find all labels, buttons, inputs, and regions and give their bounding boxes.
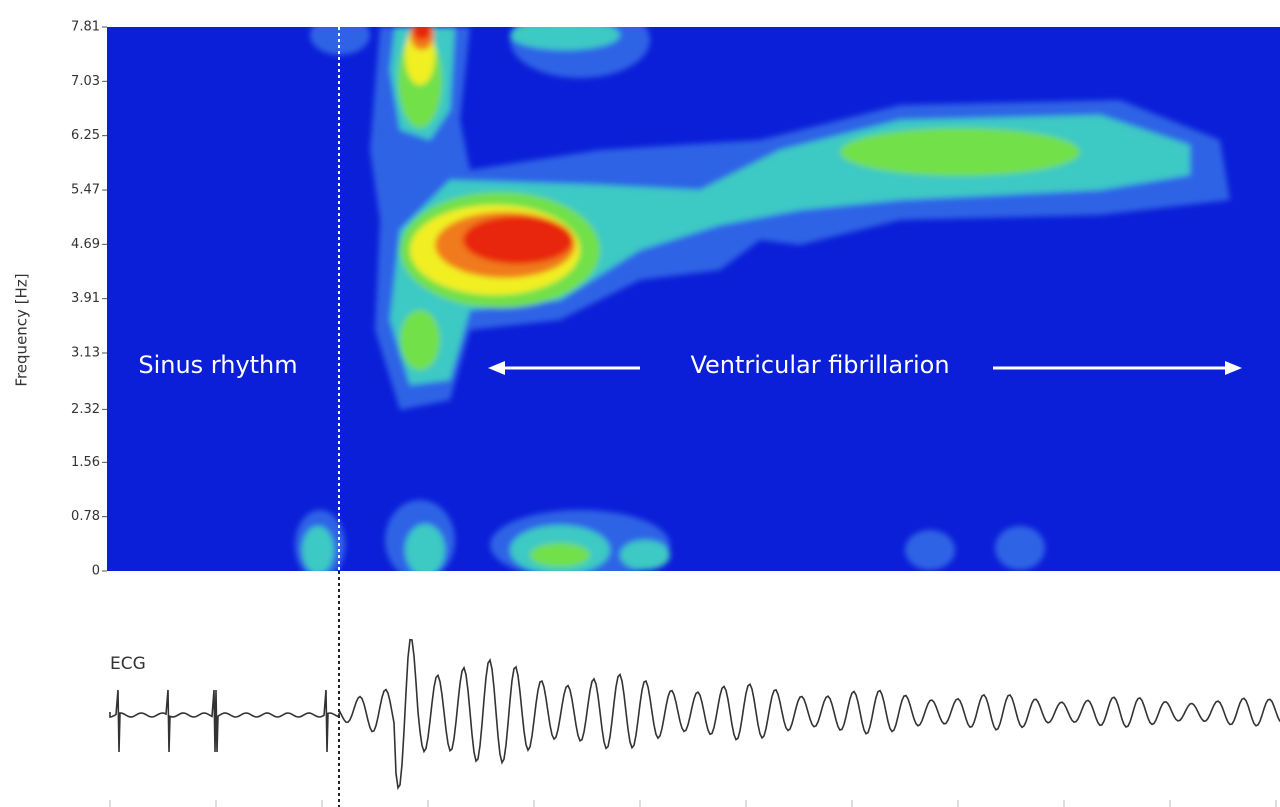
y-tick-label: 0.78 bbox=[71, 509, 100, 524]
annotation: Ventricular fibrillarion bbox=[690, 351, 949, 379]
ecg-label: ECG bbox=[110, 654, 146, 674]
ecg-trace bbox=[109, 638, 1280, 790]
heatmap-contours bbox=[295, 27, 1230, 571]
bottom-ticks bbox=[109, 800, 1277, 807]
annotation: Sinus rhythm bbox=[138, 351, 297, 379]
y-tick-label: 0 bbox=[92, 564, 100, 579]
y-tick-label: 6.25 bbox=[71, 128, 100, 143]
y-tick-label: 7.03 bbox=[71, 74, 100, 89]
y-tick-label: 3.91 bbox=[71, 291, 100, 306]
arrows bbox=[488, 361, 1242, 375]
y-tick-label: 2.32 bbox=[71, 402, 100, 417]
y-tick-label: 7.81 bbox=[71, 20, 100, 35]
y-tick-label: 4.69 bbox=[71, 237, 100, 252]
y-tick-label: 1.56 bbox=[71, 455, 100, 470]
y-tick-label: 5.47 bbox=[71, 182, 100, 197]
y-axis-label: Frequency [Hz] bbox=[13, 273, 31, 386]
y-tick-label: 3.13 bbox=[71, 345, 100, 360]
